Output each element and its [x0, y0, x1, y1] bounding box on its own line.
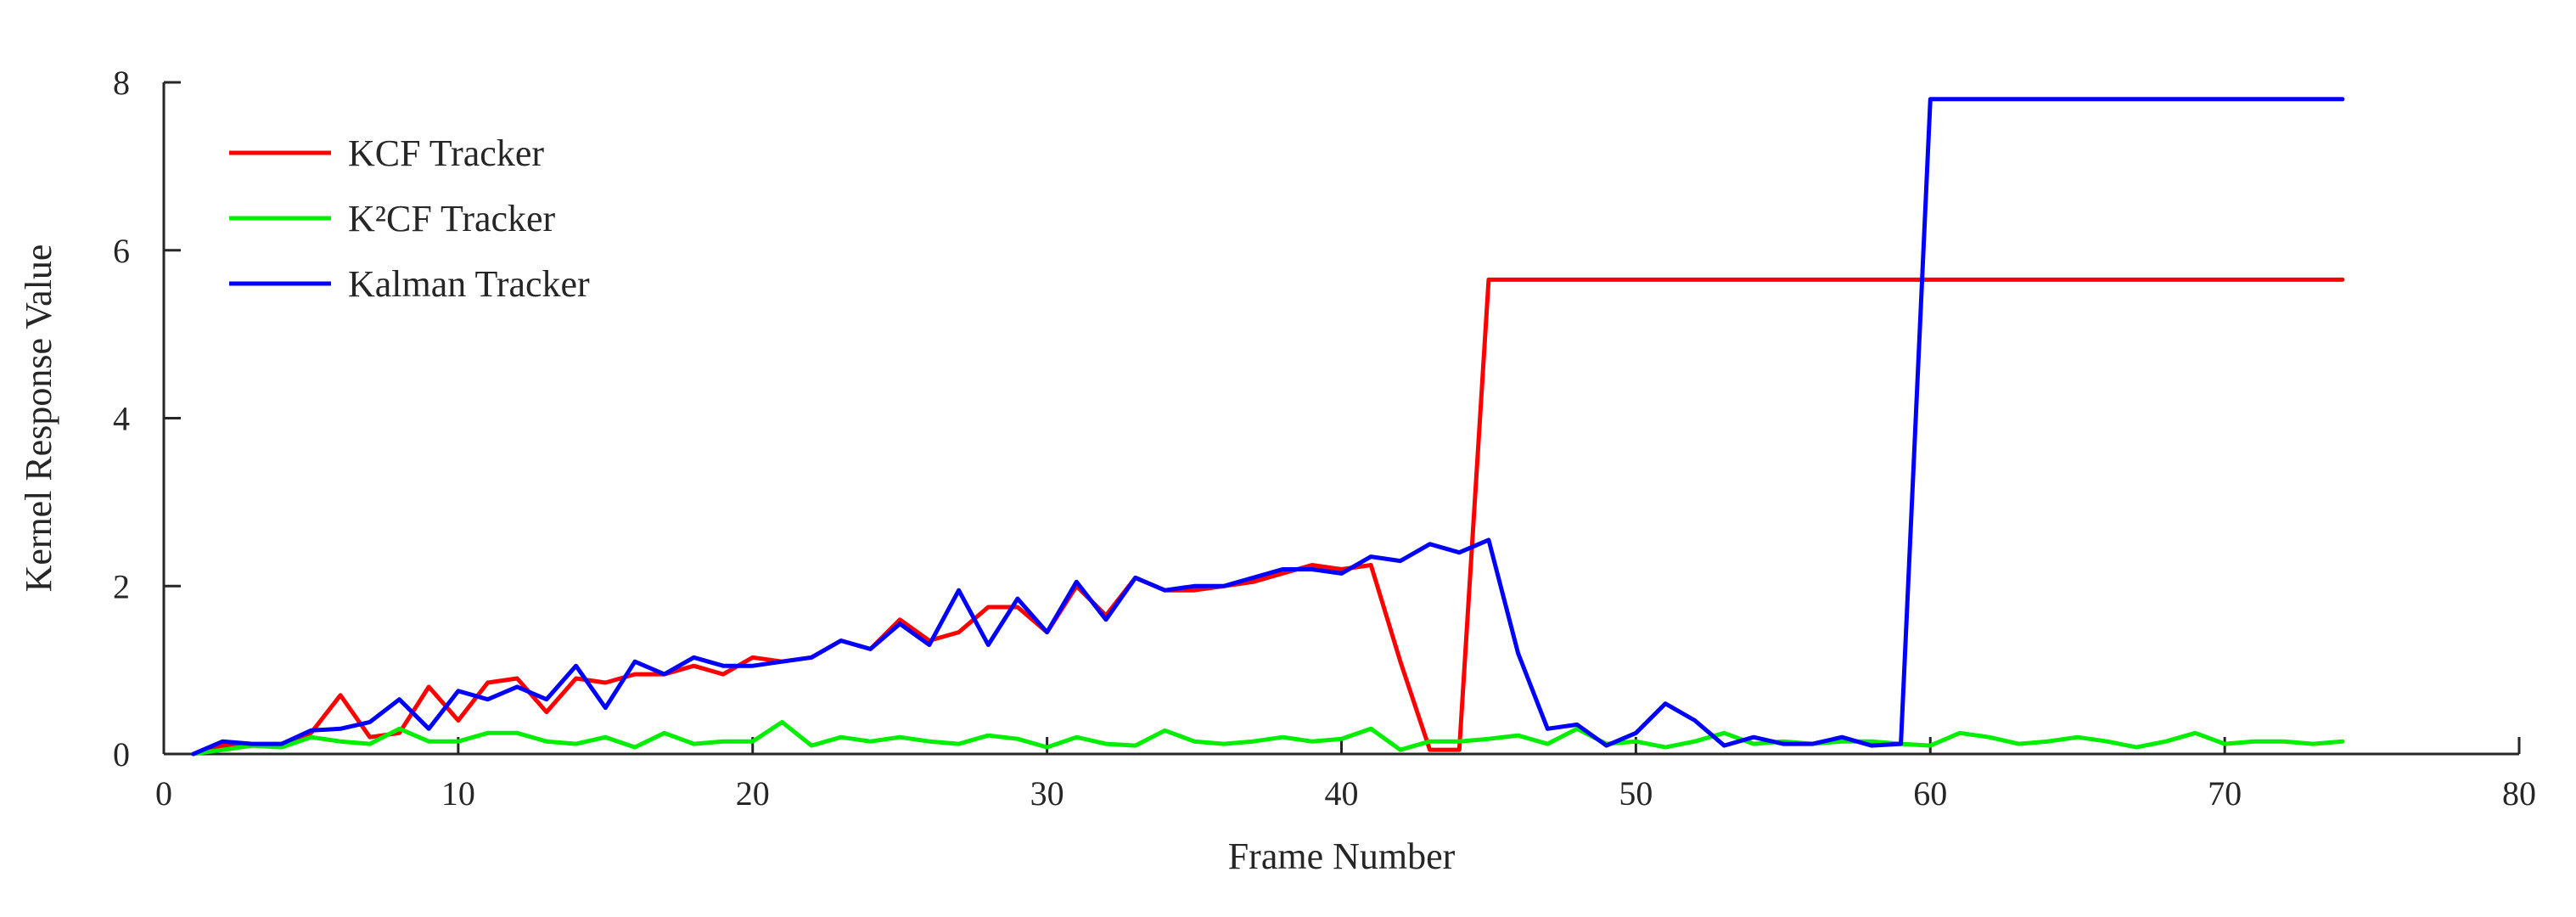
- x-tick-label: 50: [1619, 774, 1653, 813]
- legend-label-0: KCF Tracker: [348, 132, 544, 174]
- x-tick-label: 80: [2502, 774, 2536, 813]
- series-line-2: [191, 97, 2345, 757]
- axes: 0 10 20 30 40 50 60 70 80 0 2 4 6 8: [113, 64, 2536, 813]
- x-tick-label: 60: [1913, 774, 1947, 813]
- y-tick-label: 2: [113, 567, 130, 605]
- x-tick-label: 20: [736, 774, 770, 813]
- y-axis-label: Kernel Response Value: [18, 245, 59, 593]
- x-tick-label: 0: [155, 774, 172, 813]
- y-tick-label: 8: [113, 64, 130, 102]
- x-axis-label: Frame Number: [1228, 835, 1456, 877]
- series-line-0: [191, 277, 2345, 757]
- series-line-1: [191, 719, 2345, 757]
- legend: KCF Tracker K²CF Tracker Kalman Tracker: [229, 132, 590, 305]
- y-tick-label: 0: [113, 735, 130, 774]
- x-tick-label: 40: [1325, 774, 1359, 813]
- y-tick-label: 4: [113, 400, 130, 438]
- series-layer: [191, 97, 2345, 757]
- x-tick-label: 30: [1030, 774, 1064, 813]
- legend-label-2: Kalman Tracker: [348, 263, 590, 305]
- x-tick-label: 70: [2208, 774, 2242, 813]
- y-tick-label: 6: [113, 232, 130, 270]
- x-tick-label: 10: [441, 774, 475, 813]
- legend-label-1: K²CF Tracker: [348, 198, 556, 239]
